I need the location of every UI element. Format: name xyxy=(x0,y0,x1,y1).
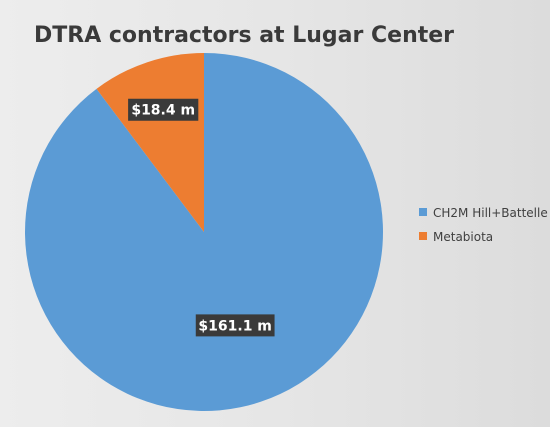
data-label-metabiota-text: $18.4 m xyxy=(131,103,195,119)
data-label-ch2m-hill-battelle-text: $161.1 m xyxy=(198,318,272,334)
data-label-ch2m-hill-battelle: $161.1 m xyxy=(195,314,275,337)
slice-metabiota xyxy=(96,53,204,232)
chart-title: DTRA contractors at Lugar Center xyxy=(34,23,454,48)
data-label-metabiota: $18.4 m xyxy=(128,98,199,121)
legend-label-ch2m: CH2M Hill+Battelle xyxy=(433,206,548,220)
data-label-ch2m-hill-battelle-box xyxy=(195,314,275,337)
legend-label-metabiota: Metabiota xyxy=(433,230,493,244)
slice-ch2m-hill-battelle xyxy=(24,53,383,411)
chart-legend: CH2M Hill+Battelle Metabiota xyxy=(419,206,548,244)
legend-swatch-metabiota xyxy=(419,232,427,240)
pie-data-labels: $161.1 m $18.4 m xyxy=(128,98,275,337)
data-label-metabiota-box xyxy=(128,98,199,121)
legend-swatch-ch2m xyxy=(419,208,427,216)
pie-slices xyxy=(24,53,383,411)
